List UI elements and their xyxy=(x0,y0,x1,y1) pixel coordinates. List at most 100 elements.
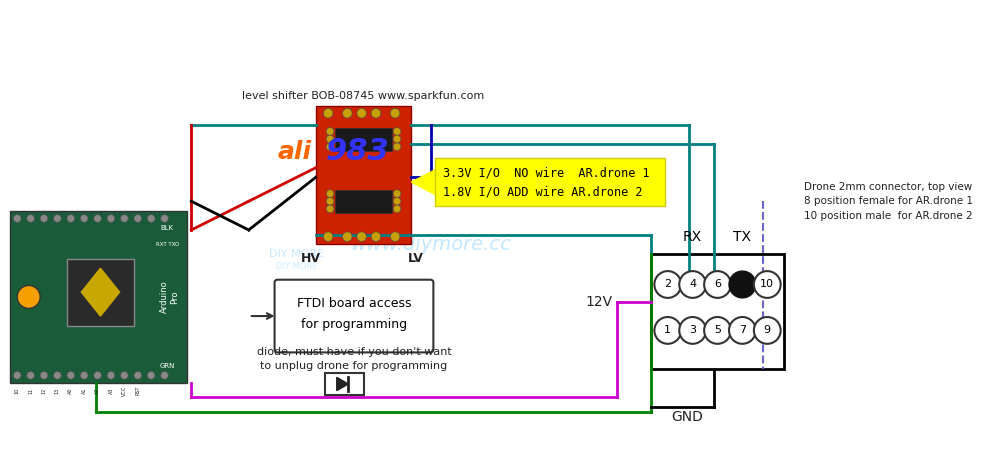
Circle shape xyxy=(342,109,352,118)
Text: A3: A3 xyxy=(108,387,113,394)
Text: to unplug drone for programming: to unplug drone for programming xyxy=(260,361,448,371)
Circle shape xyxy=(121,371,128,379)
Bar xyxy=(335,128,392,151)
Circle shape xyxy=(393,197,401,205)
Polygon shape xyxy=(81,268,120,316)
Circle shape xyxy=(27,371,34,379)
Bar xyxy=(335,190,392,213)
Text: RXT TXO: RXT TXO xyxy=(156,242,179,247)
Text: 6: 6 xyxy=(714,279,721,289)
Text: diode, must have if you don't want: diode, must have if you don't want xyxy=(257,348,451,357)
Text: 12: 12 xyxy=(42,387,47,394)
Text: GRN: GRN xyxy=(160,363,175,369)
Circle shape xyxy=(67,215,75,222)
Text: LV: LV xyxy=(408,252,424,265)
Circle shape xyxy=(147,371,155,379)
Bar xyxy=(10,211,187,383)
Circle shape xyxy=(80,215,88,222)
Text: 10: 10 xyxy=(15,387,20,394)
Text: Arduino
Pro: Arduino Pro xyxy=(160,281,179,313)
Text: DIY MORE: DIY MORE xyxy=(276,262,317,271)
Circle shape xyxy=(729,317,756,344)
Text: 13: 13 xyxy=(55,387,60,394)
Circle shape xyxy=(94,215,101,222)
Text: 1.8V I/O ADD wire AR.drone 2: 1.8V I/O ADD wire AR.drone 2 xyxy=(443,185,642,198)
Text: level shifter BOB-08745 www.sparkfun.com: level shifter BOB-08745 www.sparkfun.com xyxy=(242,91,485,101)
Circle shape xyxy=(13,371,21,379)
Circle shape xyxy=(161,215,168,222)
Circle shape xyxy=(107,215,115,222)
Circle shape xyxy=(704,317,731,344)
Circle shape xyxy=(393,143,401,151)
Text: Drone 2mm connector, top view: Drone 2mm connector, top view xyxy=(804,182,972,192)
Circle shape xyxy=(107,371,115,379)
Circle shape xyxy=(54,215,61,222)
Circle shape xyxy=(326,135,334,143)
Text: A0: A0 xyxy=(68,387,73,394)
Circle shape xyxy=(729,271,756,298)
Circle shape xyxy=(326,128,334,135)
Text: 7: 7 xyxy=(739,326,746,335)
Circle shape xyxy=(80,371,88,379)
Text: 983: 983 xyxy=(325,137,389,166)
Circle shape xyxy=(393,205,401,213)
Circle shape xyxy=(147,215,155,222)
Circle shape xyxy=(357,232,366,241)
Circle shape xyxy=(326,197,334,205)
Circle shape xyxy=(27,215,34,222)
Text: 12V: 12V xyxy=(585,294,612,309)
Circle shape xyxy=(40,215,48,222)
Polygon shape xyxy=(337,377,348,391)
Text: A1: A1 xyxy=(82,387,87,394)
Circle shape xyxy=(326,205,334,213)
Circle shape xyxy=(17,285,40,308)
Circle shape xyxy=(13,215,21,222)
Bar xyxy=(67,259,134,326)
Circle shape xyxy=(679,271,706,298)
Text: GND: GND xyxy=(671,409,703,424)
Circle shape xyxy=(679,317,706,344)
Text: 1: 1 xyxy=(664,326,671,335)
Circle shape xyxy=(754,271,781,298)
Text: 8 position female for AR.drone 1: 8 position female for AR.drone 1 xyxy=(804,196,973,206)
Circle shape xyxy=(134,371,142,379)
Circle shape xyxy=(371,232,381,241)
Text: RX: RX xyxy=(683,229,702,244)
Circle shape xyxy=(393,190,401,197)
Text: ali: ali xyxy=(277,140,312,164)
Circle shape xyxy=(342,232,352,241)
Text: VCC: VCC xyxy=(122,386,127,396)
Circle shape xyxy=(704,271,731,298)
Circle shape xyxy=(654,271,681,298)
Text: TX: TX xyxy=(733,229,751,244)
Circle shape xyxy=(357,109,366,118)
Circle shape xyxy=(371,109,381,118)
Text: www.diymore.cc: www.diymore.cc xyxy=(350,235,511,254)
Bar xyxy=(651,254,784,369)
Circle shape xyxy=(654,317,681,344)
Text: 10: 10 xyxy=(760,279,774,289)
Circle shape xyxy=(94,371,101,379)
Circle shape xyxy=(390,232,400,241)
Text: 11: 11 xyxy=(28,387,33,394)
Circle shape xyxy=(121,215,128,222)
Circle shape xyxy=(393,128,401,135)
Text: 4: 4 xyxy=(689,279,696,289)
Text: FTDI board access: FTDI board access xyxy=(297,297,411,310)
Text: 9: 9 xyxy=(764,326,771,335)
Bar xyxy=(435,158,665,206)
Text: 3.3V I/O  NO wire  AR.drone 1: 3.3V I/O NO wire AR.drone 1 xyxy=(443,166,650,179)
Text: BLK: BLK xyxy=(161,225,174,231)
Polygon shape xyxy=(411,169,435,195)
FancyBboxPatch shape xyxy=(275,280,433,352)
Text: 5: 5 xyxy=(714,326,721,335)
Circle shape xyxy=(40,371,48,379)
Circle shape xyxy=(323,232,333,241)
Circle shape xyxy=(134,215,142,222)
Text: HV: HV xyxy=(301,252,321,265)
Circle shape xyxy=(754,317,781,344)
Text: 10 position male  for AR.drone 2: 10 position male for AR.drone 2 xyxy=(804,211,972,221)
Bar xyxy=(316,106,411,244)
Circle shape xyxy=(67,371,75,379)
Circle shape xyxy=(161,371,168,379)
